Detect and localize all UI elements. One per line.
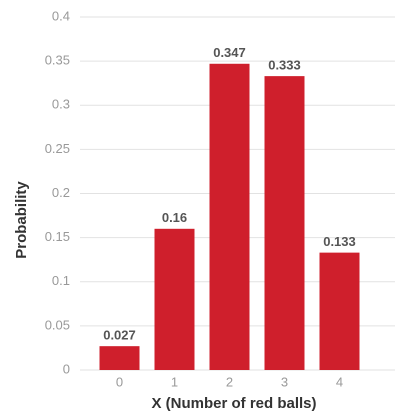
bar (319, 252, 360, 370)
y-tick-label: 0.4 (52, 8, 70, 23)
x-axis-label: X (Number of red balls) (151, 395, 316, 412)
bar (154, 228, 195, 370)
y-tick-label: 0.2 (52, 185, 70, 200)
x-tick-label: 3 (281, 374, 288, 389)
y-tick-label: 0.15 (45, 229, 70, 244)
x-tick-label: 2 (226, 374, 233, 389)
y-tick-label: 0.35 (45, 53, 70, 68)
y-tick-label: 0 (63, 361, 70, 376)
x-tick-label: 1 (171, 374, 178, 389)
bar (264, 76, 305, 370)
y-axis-label: Probability (13, 181, 30, 259)
data-label: 0.027 (103, 328, 136, 343)
data-label: 0.347 (213, 45, 246, 60)
x-tick-label: 0 (116, 374, 123, 389)
bar (99, 346, 140, 370)
bar (209, 63, 250, 371)
data-label: 0.333 (268, 58, 301, 73)
data-label: 0.133 (323, 234, 356, 249)
y-tick-label: 0.3 (52, 97, 70, 112)
y-tick-label: 0.1 (52, 273, 70, 288)
y-tick-label: 0.25 (45, 141, 70, 156)
x-tick-label: 4 (336, 374, 343, 389)
data-label: 0.16 (162, 210, 187, 225)
y-tick-label: 0.05 (45, 317, 70, 332)
